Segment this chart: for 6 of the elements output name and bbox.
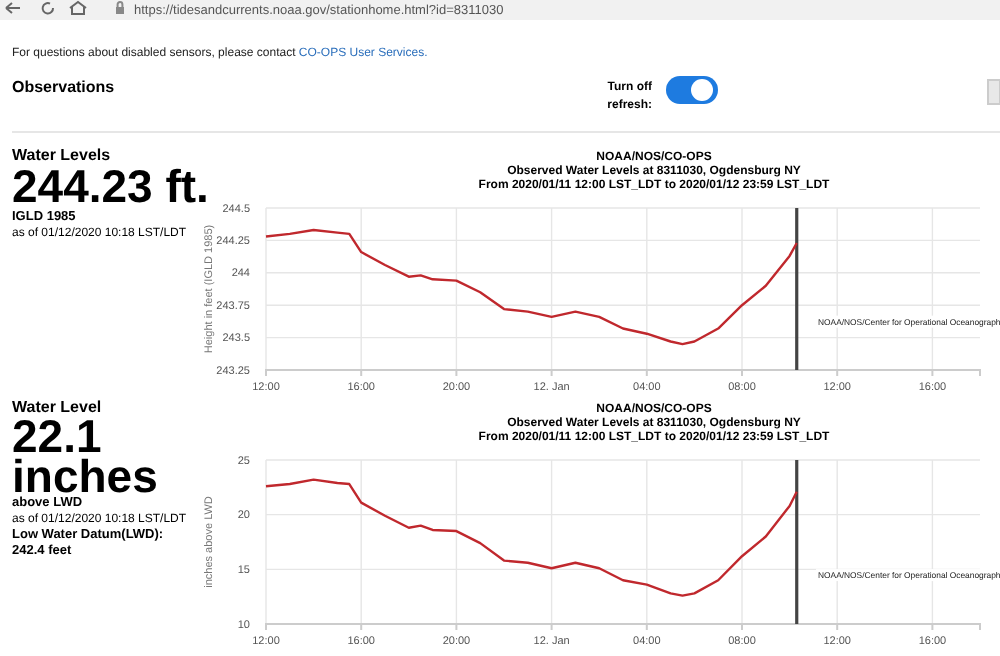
text: 244.23 ft. (12, 160, 209, 212)
text: Observations (12, 78, 116, 96)
text: Water Level (12, 398, 102, 416)
text: Water Levels (12, 146, 112, 164)
line-series (264, 478, 798, 597)
line-series (264, 228, 798, 346)
